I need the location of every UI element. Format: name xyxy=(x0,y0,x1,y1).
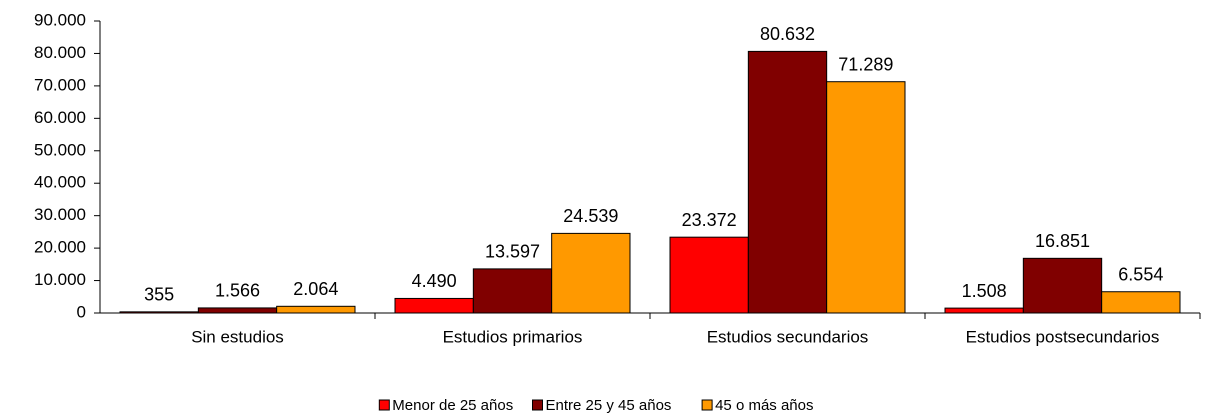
x-tick-label: Estudios postsecundarios xyxy=(966,327,1160,346)
legend-swatch xyxy=(701,399,713,411)
bar xyxy=(669,236,749,314)
value-label: 355 xyxy=(144,285,174,305)
y-tick-label: 90.000 xyxy=(34,10,86,29)
value-label: 13.597 xyxy=(485,242,540,262)
bar xyxy=(394,297,474,314)
y-tick-label: 0 xyxy=(77,302,86,321)
y-tick-label: 10.000 xyxy=(34,270,86,289)
value-label: 4.490 xyxy=(412,271,457,291)
x-tick-label: Estudios secundarios xyxy=(707,327,869,346)
value-label: 2.064 xyxy=(293,279,338,299)
legend-label: 45 o más años xyxy=(715,397,813,414)
bar xyxy=(944,307,1024,314)
value-label: 16.851 xyxy=(1035,231,1090,251)
y-tick-label: 60.000 xyxy=(34,108,86,127)
x-tick-label: Sin estudios xyxy=(191,327,284,346)
value-label: 1.508 xyxy=(962,281,1007,301)
value-label: 71.289 xyxy=(838,54,893,74)
legend-swatch xyxy=(532,399,543,411)
legend-swatch xyxy=(378,399,390,411)
bar xyxy=(551,232,631,314)
value-label: 23.372 xyxy=(682,210,737,230)
bar xyxy=(472,268,553,314)
bar xyxy=(747,50,828,314)
y-tick-label: 20.000 xyxy=(34,238,86,257)
legend-label: Menor de 25 años xyxy=(392,397,513,414)
value-label: 1.566 xyxy=(215,281,260,301)
y-tick-label: 80.000 xyxy=(34,43,86,62)
y-tick-label: 30.000 xyxy=(34,205,86,224)
bar xyxy=(1022,257,1103,314)
value-label: 80.632 xyxy=(760,24,815,44)
legend-label: Entre 25 y 45 años xyxy=(546,397,672,414)
y-tick-label: 70.000 xyxy=(34,75,86,94)
bar xyxy=(826,81,906,314)
y-tick-label: 50.000 xyxy=(34,140,86,159)
value-label: 24.539 xyxy=(563,206,618,226)
bar xyxy=(276,305,356,314)
value-label: 6.554 xyxy=(1118,264,1163,284)
bar xyxy=(197,307,278,314)
bar xyxy=(1101,291,1181,314)
y-tick-label: 40.000 xyxy=(34,173,86,192)
x-tick-label: Estudios primarios xyxy=(443,327,583,346)
